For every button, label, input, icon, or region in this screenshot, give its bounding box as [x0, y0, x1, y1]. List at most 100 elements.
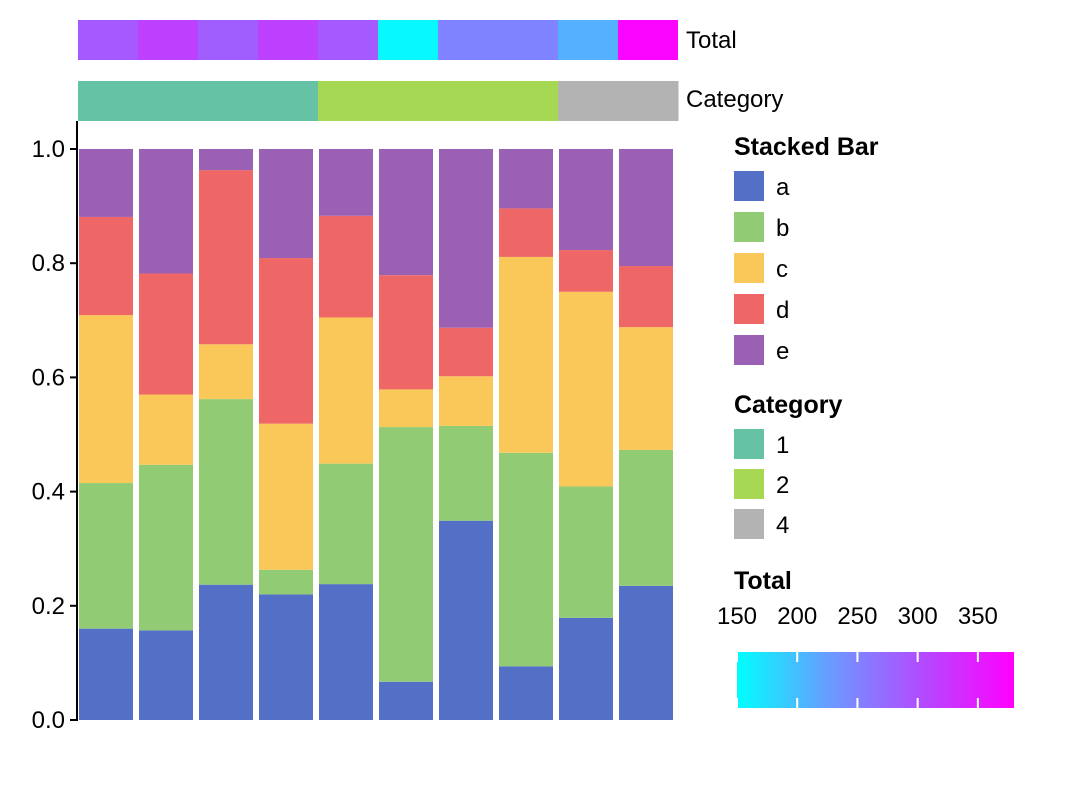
- bar-segment-d: [139, 273, 193, 395]
- legend-label-category-1: 1: [776, 432, 789, 459]
- bar-segment-c: [199, 344, 253, 400]
- bar-segment-c: [559, 291, 613, 487]
- bar-segment-b: [559, 486, 613, 618]
- bar-segment-b: [79, 483, 133, 629]
- bar-segment-d: [259, 258, 313, 424]
- legend-swatch-a: [734, 171, 764, 201]
- bar-segment-a: [439, 520, 493, 720]
- y-tick-label: 1.0: [32, 136, 65, 163]
- legend-swatch-c: [734, 253, 764, 283]
- legend-swatch-d: [734, 294, 764, 324]
- total-cell: [618, 20, 678, 60]
- legend-label-category-2: 2: [776, 472, 789, 499]
- total-cell: [138, 20, 198, 60]
- total-cell: [438, 20, 498, 60]
- legend-swatch-category-1: [734, 429, 764, 459]
- y-tick-label: 0.2: [32, 593, 65, 620]
- bar-segment-a: [199, 584, 253, 720]
- legend-swatch-e: [734, 335, 764, 365]
- bar-segment-e: [499, 149, 553, 209]
- bar-segment-e: [319, 149, 373, 216]
- bar-segment-b: [139, 464, 193, 631]
- category-cell: [138, 81, 199, 121]
- category-cell: [558, 81, 619, 121]
- bar-segment-c: [139, 394, 193, 465]
- bar-segment-e: [379, 149, 433, 276]
- bars-group: [79, 149, 673, 720]
- category-cell: [78, 81, 139, 121]
- category-cell: [438, 81, 499, 121]
- bar-segment-e: [559, 149, 613, 251]
- y-axis: 0.0 0.2 0.4 0.6 0.8 1.0: [32, 121, 78, 734]
- colorbar-tick-label: 300: [898, 603, 938, 630]
- bar-segment-a: [79, 628, 133, 720]
- total-cell: [198, 20, 258, 60]
- total-colorbar: [737, 652, 1014, 708]
- bar-segment-a: [619, 585, 673, 720]
- bar-segment-b: [379, 427, 433, 682]
- category-annotation-strip: Category: [78, 81, 783, 121]
- bar-segment-c: [319, 317, 373, 464]
- bar-segment-a: [559, 617, 613, 720]
- legend-swatch-category-4: [734, 509, 764, 539]
- colorbar-tick-label: 350: [958, 603, 998, 630]
- bar-segment-b: [199, 399, 253, 585]
- category-cell: [258, 81, 319, 121]
- bar-segment-e: [139, 149, 193, 274]
- bar-segment-c: [619, 327, 673, 450]
- y-tick-label: 0.4: [32, 479, 65, 506]
- legend-label-b: b: [776, 215, 789, 242]
- bar-segment-d: [199, 170, 253, 345]
- y-tick-label: 0.6: [32, 364, 65, 391]
- total-cell: [558, 20, 618, 60]
- bar-segment-a: [139, 630, 193, 720]
- legend-label-c: c: [776, 256, 788, 283]
- total-annotation-strip: Total: [78, 20, 737, 60]
- legend-swatch-b: [734, 212, 764, 242]
- bar-segment-b: [499, 452, 553, 667]
- category-cell: [618, 81, 679, 121]
- bar-segment-d: [559, 250, 613, 292]
- total-cell: [318, 20, 378, 60]
- colorbar-tick-label: 150: [717, 603, 757, 630]
- colorbar-tick-label: 250: [837, 603, 877, 630]
- total-cell: [78, 20, 138, 60]
- bar-segment-a: [259, 594, 313, 720]
- legend-label-e: e: [776, 338, 789, 365]
- total-cell: [258, 20, 318, 60]
- bar-segment-e: [619, 149, 673, 267]
- bar-segment-e: [259, 149, 313, 259]
- y-tick-label: 0.0: [32, 707, 65, 734]
- legend-title-stacked-bar: Stacked Bar: [734, 133, 879, 161]
- category-cell: [378, 81, 439, 121]
- category-cell: [198, 81, 259, 121]
- category-cell: [498, 81, 559, 121]
- bar-segment-c: [259, 423, 313, 570]
- bar-segment-c: [439, 376, 493, 426]
- bar-segment-a: [499, 666, 553, 720]
- bar-segment-d: [379, 275, 433, 390]
- bar-segment-d: [619, 266, 673, 328]
- y-tick-label: 0.8: [32, 250, 65, 277]
- total-cell: [498, 20, 558, 60]
- bar-segment-d: [319, 215, 373, 318]
- legend-label-category-4: 4: [776, 512, 789, 539]
- bar-segment-c: [379, 389, 433, 428]
- total-cell: [378, 20, 438, 60]
- bar-segment-a: [379, 681, 433, 720]
- bar-segment-c: [79, 315, 133, 484]
- bar-segment-d: [79, 216, 133, 316]
- bar-segment-b: [439, 425, 493, 521]
- bar-segment-e: [439, 149, 493, 328]
- bar-segment-a: [319, 584, 373, 720]
- colorbar-tick-label: 200: [777, 603, 817, 630]
- bar-segment-b: [259, 569, 313, 595]
- legend-title-total: Total: [734, 567, 792, 595]
- legend-swatch-category-2: [734, 469, 764, 499]
- bar-segment-c: [499, 256, 553, 453]
- legend-label-d: d: [776, 297, 789, 324]
- legend-title-category: Category: [734, 391, 842, 419]
